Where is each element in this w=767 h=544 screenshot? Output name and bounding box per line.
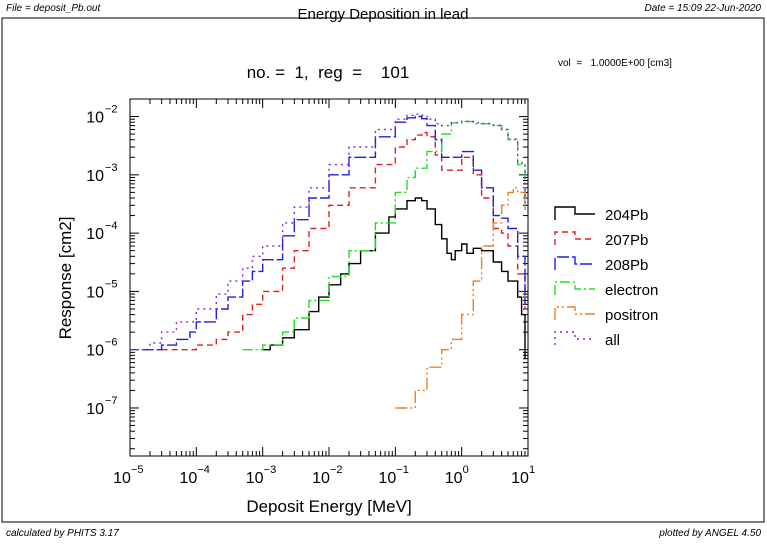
legend: 204Pb 207Pb 208Pb electron positron all [554,206,658,349]
x-tick-exponent: −2 [330,464,343,476]
file-label: File = deposit_Pb.out [6,3,101,14]
legend-label: electron [605,282,658,299]
x-tick-label: 10 [378,470,396,487]
legend-label: 204Pb [605,207,648,224]
plotted-by-label: plotted by ANGEL 4.50 [659,528,761,539]
legend-swatch [554,231,595,245]
x-tick-label: 10 [179,470,197,487]
y-tick-label: 10 [86,168,104,185]
y-tick-label: 10 [86,343,104,360]
calculated-by-label: calculated by PHITS 3.17 [6,528,119,539]
series-layer [130,113,526,409]
legend-swatch [554,206,595,220]
legend-swatch [554,331,595,345]
legend-label: 207Pb [605,232,648,249]
y-tick-label: 10 [86,284,104,301]
series-line-208pb [141,115,526,351]
x-tick-exponent: 1 [529,464,535,476]
y-tick-exponent: −6 [105,337,118,349]
legend-label: positron [605,307,658,324]
series-line-electron [242,120,526,351]
x-axis-label: Deposit Energy [MeV] [246,497,411,516]
x-tick-label: 10 [511,470,529,487]
chart-title: Energy Deposition in lead [298,6,469,23]
date-label: Date = 15:09 22-Jun-2020 [644,3,761,14]
chart-subtitle: no. = 1, reg = 101 [247,63,410,82]
x-tick-label: 10 [445,470,463,487]
y-tick-exponent: −5 [105,278,118,290]
y-tick-label: 10 [86,401,104,418]
y-tick-exponent: −3 [105,162,118,174]
volume-annotation: vol = 1.0000E+00 [cm3] [558,58,672,69]
y-tick-label: 10 [86,110,104,127]
series-line-204pb [262,197,526,359]
y-tick-exponent: −4 [105,220,118,232]
page-frame [1,17,765,523]
series-line-all [130,113,526,351]
x-tick-exponent: −5 [131,464,144,476]
y-axis-label: Response [cm2] [56,217,75,340]
x-tick-exponent: −4 [197,464,210,476]
legend-label: 208Pb [605,257,648,274]
legend-swatch [554,256,595,270]
y-tick-label: 10 [86,226,104,243]
x-tick-label: 10 [113,470,131,487]
x-tick-exponent: −1 [396,464,409,476]
axis-ticks: 10 −5 10 −4 10 −3 10 −2 10 −1 10 0 10 110 −710 −610 −510… [86,98,535,487]
series-line-positron [395,187,526,409]
x-tick-label: 10 [312,470,330,487]
legend-swatch [554,306,595,320]
x-tick-exponent: −3 [264,464,277,476]
x-tick-label: 10 [246,470,264,487]
x-tick-exponent: 0 [463,464,469,476]
y-tick-exponent: −7 [105,395,118,407]
y-tick-exponent: −2 [105,104,118,116]
legend-swatch [554,281,595,295]
legend-label: all [605,332,620,349]
